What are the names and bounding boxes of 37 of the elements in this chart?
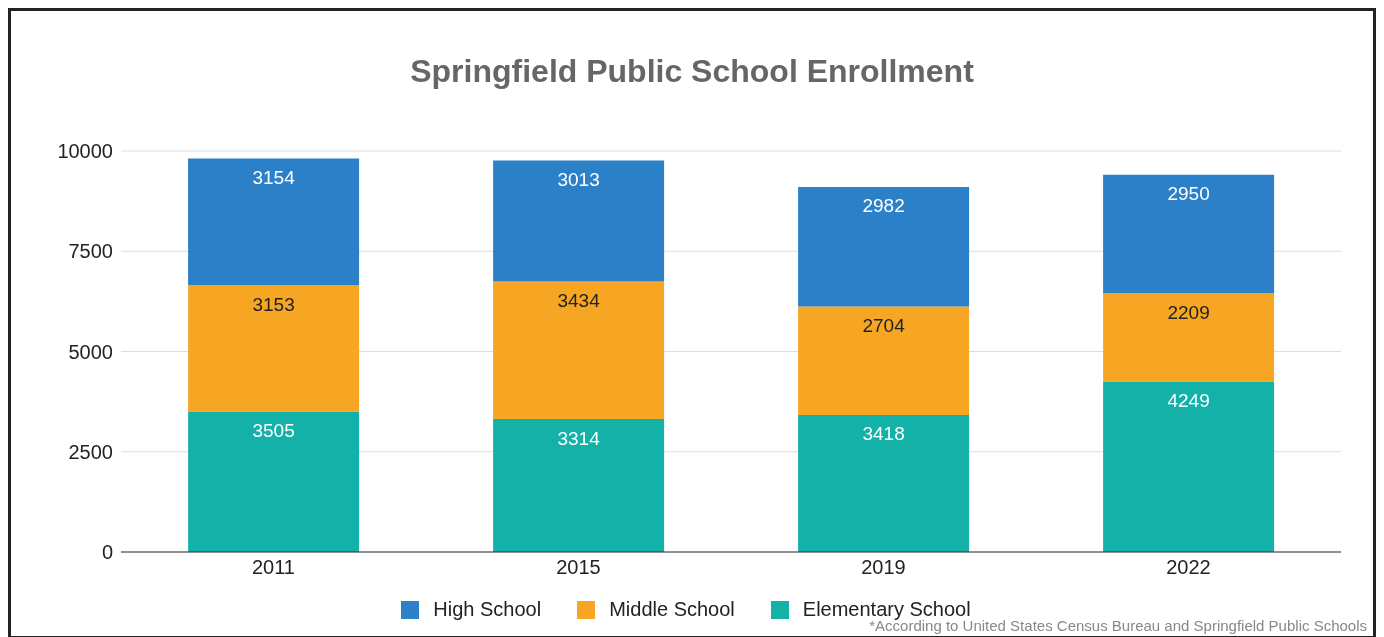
bar <box>1103 174 1275 294</box>
bar <box>798 414 970 552</box>
bar <box>188 285 360 412</box>
y-tick-label: 0 <box>101 541 113 564</box>
y-tick-label: 7500 <box>68 240 113 263</box>
data-label: 3153 <box>252 293 295 315</box>
bar <box>798 186 970 307</box>
bar <box>188 411 360 552</box>
chart-title: Springfield Public School Enrollment <box>409 53 975 90</box>
data-label: 4249 <box>1167 390 1210 412</box>
x-tick-label: 2022 <box>1166 556 1211 579</box>
data-label: 2209 <box>1167 301 1210 323</box>
bar <box>493 419 665 552</box>
y-tick-label: 5000 <box>68 340 113 363</box>
data-label: 2950 <box>1167 183 1210 205</box>
legend-label: Middle School <box>608 598 735 621</box>
bar <box>188 158 360 286</box>
data-label: 3434 <box>557 289 601 311</box>
data-label: 3154 <box>252 167 296 189</box>
y-tick-label: 10000 <box>57 140 113 163</box>
bar <box>1103 381 1275 552</box>
x-tick-label: 2011 <box>251 556 296 579</box>
bar <box>493 160 665 282</box>
data-label: 3418 <box>862 423 905 445</box>
bar <box>798 306 970 415</box>
data-label: 3505 <box>252 419 295 441</box>
x-tick-label: 2015 <box>556 556 601 579</box>
x-tick-label: 2019 <box>861 556 906 579</box>
data-label: 2704 <box>862 315 906 336</box>
data-label: 3013 <box>557 169 600 191</box>
y-tick-label: 2500 <box>68 440 113 463</box>
data-label: 3314 <box>557 427 601 449</box>
bar <box>1103 293 1275 382</box>
bar <box>493 281 665 420</box>
data-label: 2982 <box>862 195 905 217</box>
legend-label: Elementary School <box>801 598 971 620</box>
legend-label: High School <box>432 598 542 621</box>
